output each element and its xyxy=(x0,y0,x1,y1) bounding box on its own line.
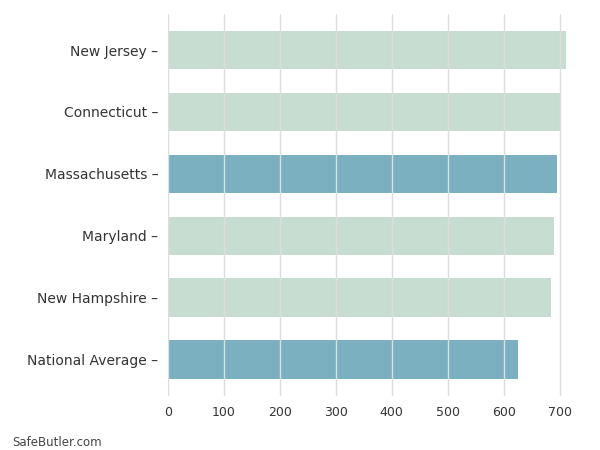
Bar xyxy=(168,279,551,317)
Bar xyxy=(168,31,566,69)
Bar xyxy=(168,216,554,255)
Text: SafeButler.com: SafeButler.com xyxy=(12,436,101,449)
Bar xyxy=(168,155,557,193)
Bar xyxy=(168,340,518,378)
Bar xyxy=(168,93,561,131)
